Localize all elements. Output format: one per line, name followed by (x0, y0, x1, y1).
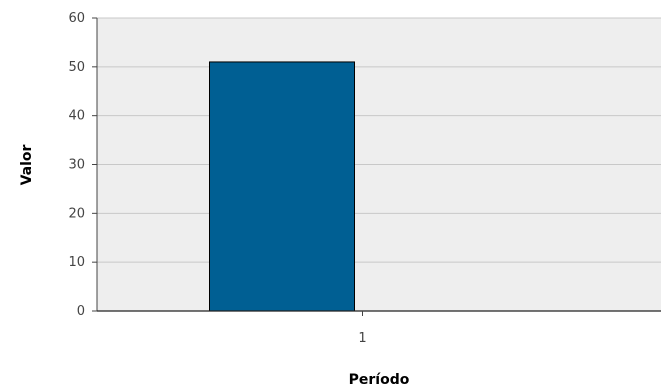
bars (209, 61, 355, 312)
x-tick-label: 1 (358, 331, 366, 346)
y-axis-title: Valor (19, 144, 35, 185)
y-tick-label: 10 (68, 255, 85, 270)
y-tick-label: 40 (68, 109, 85, 124)
x-axis-title: Período (349, 372, 410, 388)
grid-lines (97, 17, 661, 263)
y-tick-label: 60 (68, 11, 85, 26)
bar (209, 61, 355, 312)
x-tick-labels: 1 (358, 311, 367, 346)
y-tick-labels: 0 10 20 30 40 50 60 (68, 11, 97, 319)
y-tick-label: 30 (68, 158, 85, 173)
y-tick-label: 20 (68, 206, 85, 221)
y-tick-label: 0 (77, 304, 85, 319)
y-tick-label: 50 (68, 60, 85, 75)
